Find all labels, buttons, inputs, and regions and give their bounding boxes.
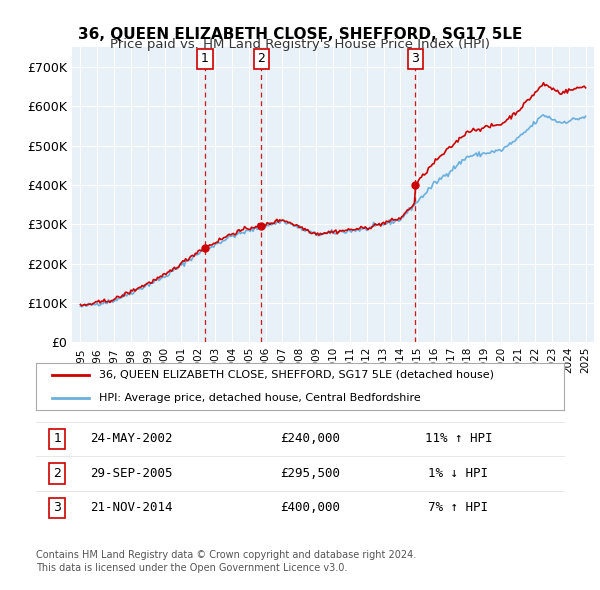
Text: 7% ↑ HPI: 7% ↑ HPI: [428, 502, 488, 514]
Text: 1: 1: [201, 53, 209, 65]
Text: £240,000: £240,000: [281, 432, 341, 445]
Text: 2: 2: [53, 467, 61, 480]
Text: £295,500: £295,500: [281, 467, 341, 480]
Text: £400,000: £400,000: [281, 502, 341, 514]
Text: 2: 2: [257, 53, 265, 65]
Text: Price paid vs. HM Land Registry's House Price Index (HPI): Price paid vs. HM Land Registry's House …: [110, 38, 490, 51]
Text: 3: 3: [412, 53, 419, 65]
Text: 29-SEP-2005: 29-SEP-2005: [90, 467, 172, 480]
Text: 36, QUEEN ELIZABETH CLOSE, SHEFFORD, SG17 5LE: 36, QUEEN ELIZABETH CLOSE, SHEFFORD, SG1…: [78, 27, 522, 41]
Text: HPI: Average price, detached house, Central Bedfordshire: HPI: Average price, detached house, Cent…: [100, 394, 421, 403]
Text: 1: 1: [53, 432, 61, 445]
Text: 21-NOV-2014: 21-NOV-2014: [90, 502, 172, 514]
Text: 3: 3: [53, 502, 61, 514]
Text: 1% ↓ HPI: 1% ↓ HPI: [428, 467, 488, 480]
Text: 36, QUEEN ELIZABETH CLOSE, SHEFFORD, SG17 5LE (detached house): 36, QUEEN ELIZABETH CLOSE, SHEFFORD, SG1…: [100, 370, 494, 379]
Text: 11% ↑ HPI: 11% ↑ HPI: [425, 432, 492, 445]
Text: 24-MAY-2002: 24-MAY-2002: [90, 432, 172, 445]
Text: This data is licensed under the Open Government Licence v3.0.: This data is licensed under the Open Gov…: [36, 563, 347, 573]
Text: Contains HM Land Registry data © Crown copyright and database right 2024.: Contains HM Land Registry data © Crown c…: [36, 550, 416, 560]
